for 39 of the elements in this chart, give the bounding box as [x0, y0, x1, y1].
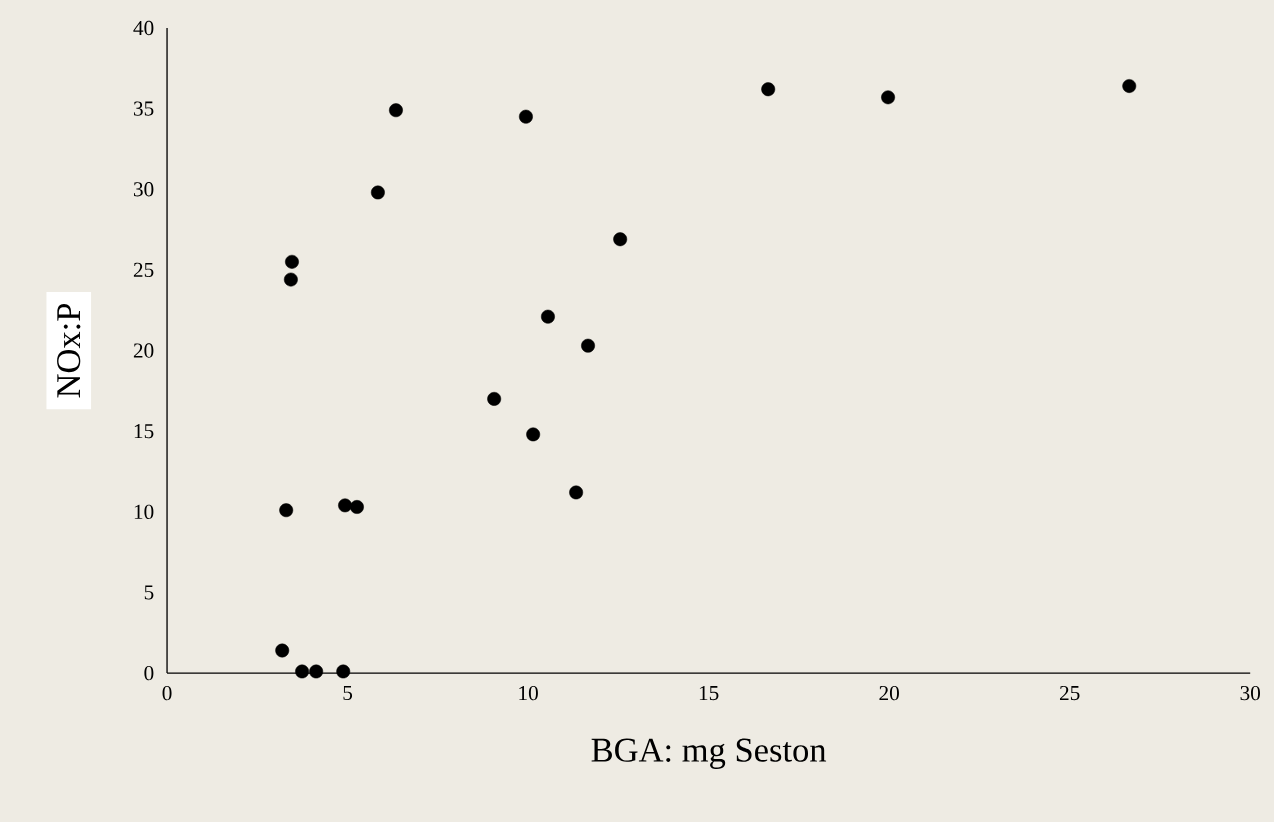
point [283, 272, 298, 287]
point [285, 254, 299, 269]
point [350, 500, 364, 514]
y-axis-title: NOx:P [57, 303, 81, 398]
point [1122, 79, 1137, 93]
point [370, 185, 385, 200]
point [881, 90, 895, 105]
y-tick-label: 40 [133, 20, 154, 36]
point [487, 392, 502, 406]
x-tick-label: 30 [1240, 685, 1261, 701]
y-tick-label: 15 [134, 424, 154, 439]
point [526, 427, 541, 442]
point [279, 503, 294, 518]
point [519, 109, 533, 124]
y-tick-label: 20 [133, 343, 154, 358]
x-tick-label: 5 [343, 685, 353, 701]
point [295, 664, 309, 679]
point [541, 309, 555, 324]
x-tick-label: 10 [519, 685, 538, 701]
x-tick-label: 20 [879, 685, 899, 701]
y-tick-label: 0 [144, 665, 154, 681]
y-tick-label: 35 [133, 101, 154, 116]
y-tick-label: 5 [144, 585, 154, 600]
point [275, 643, 290, 658]
point [581, 338, 595, 353]
x-tick-label: 25 [1059, 685, 1080, 701]
point [613, 232, 628, 247]
point [336, 664, 351, 679]
point [338, 498, 352, 513]
x-tick-label: 0 [162, 685, 172, 701]
x-axis-title: BGA: mg Seston [591, 738, 827, 769]
point [389, 103, 403, 118]
point [569, 485, 584, 500]
x-tick-label: 15 [699, 685, 719, 701]
point [761, 82, 776, 97]
point [309, 664, 324, 679]
y-tick-label: 25 [133, 262, 154, 278]
y-tick-label: 10 [134, 504, 154, 519]
y-tick-label: 30 [133, 182, 154, 197]
